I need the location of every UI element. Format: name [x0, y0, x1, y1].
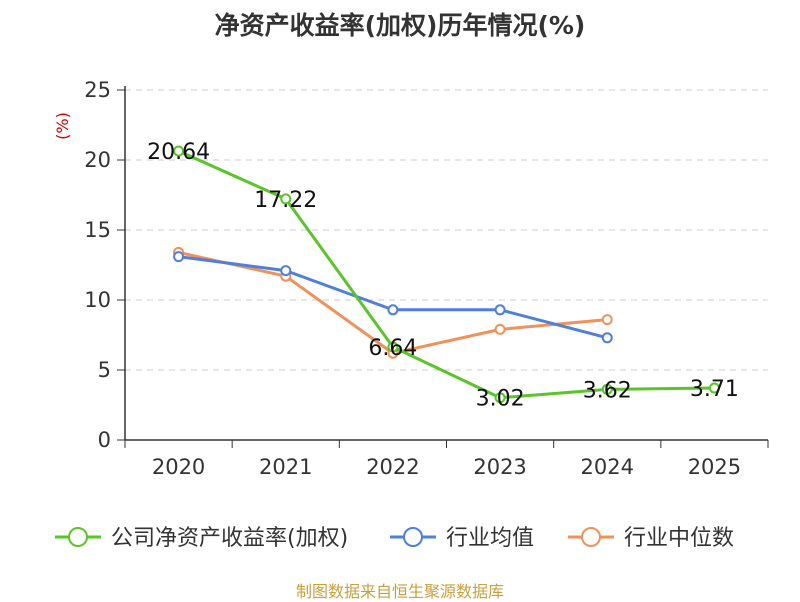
legend-label: 公司净资产收益率(加权)	[111, 526, 348, 551]
x-tick-label: 2025	[688, 455, 741, 479]
data-point	[601, 314, 613, 326]
series-lines	[173, 145, 720, 404]
y-tick-label: 10	[84, 288, 111, 312]
data-point	[387, 341, 399, 353]
x-tick-label: 2021	[259, 455, 312, 479]
series-line	[177, 149, 715, 400]
y-tick-label: 25	[84, 78, 111, 102]
legend-label: 行业均值	[446, 526, 534, 551]
y-tick-label: 0	[98, 428, 111, 452]
data-point	[173, 145, 185, 157]
grid-lines	[125, 89, 768, 371]
legend-item[interactable]: 公司净资产收益率(加权)	[55, 526, 348, 551]
y-tick-label: 20	[84, 148, 111, 172]
data-point	[387, 304, 399, 316]
data-point	[173, 251, 185, 263]
data-label: 3.02	[476, 387, 525, 412]
data-label: 6.64	[368, 336, 417, 361]
legend-marker-icon	[68, 527, 88, 547]
legend-label: 行业中位数	[624, 526, 734, 551]
legend-marker-icon	[403, 527, 423, 547]
y-tick-label: 15	[84, 218, 111, 242]
x-tick-label: 2024	[581, 455, 634, 479]
legend[interactable]: 公司净资产收益率(加权) 行业均值 行业中位数	[55, 526, 734, 551]
y-unit-label: (%)	[53, 112, 72, 140]
data-point	[601, 332, 613, 344]
data-point	[494, 323, 506, 335]
data-label: 3.62	[583, 378, 632, 403]
data-point	[601, 383, 613, 395]
legend-item[interactable]: 行业均值	[390, 526, 534, 551]
data-point	[280, 193, 292, 205]
x-tick-label: 2020	[152, 455, 205, 479]
data-labels: 20.64 17.22 6.64 3.02 3.62 3.71	[147, 140, 739, 412]
legend-marker-icon	[581, 527, 601, 547]
x-tick-label: 2023	[473, 455, 526, 479]
legend-item[interactable]: 行业中位数	[568, 526, 734, 551]
x-tick-label: 2022	[366, 455, 419, 479]
data-label: 20.64	[147, 140, 210, 165]
data-point	[494, 392, 506, 404]
data-point	[494, 304, 506, 316]
data-point	[280, 265, 292, 277]
data-label: 3.71	[690, 377, 739, 402]
chart-title: 净资产收益率(加权)历年情况(%)	[214, 11, 586, 40]
y-tick-label: 5	[98, 358, 111, 382]
data-label: 17.22	[254, 188, 317, 213]
data-point	[708, 382, 720, 394]
source-note: 制图数据来自恒生聚源数据库	[295, 582, 504, 601]
